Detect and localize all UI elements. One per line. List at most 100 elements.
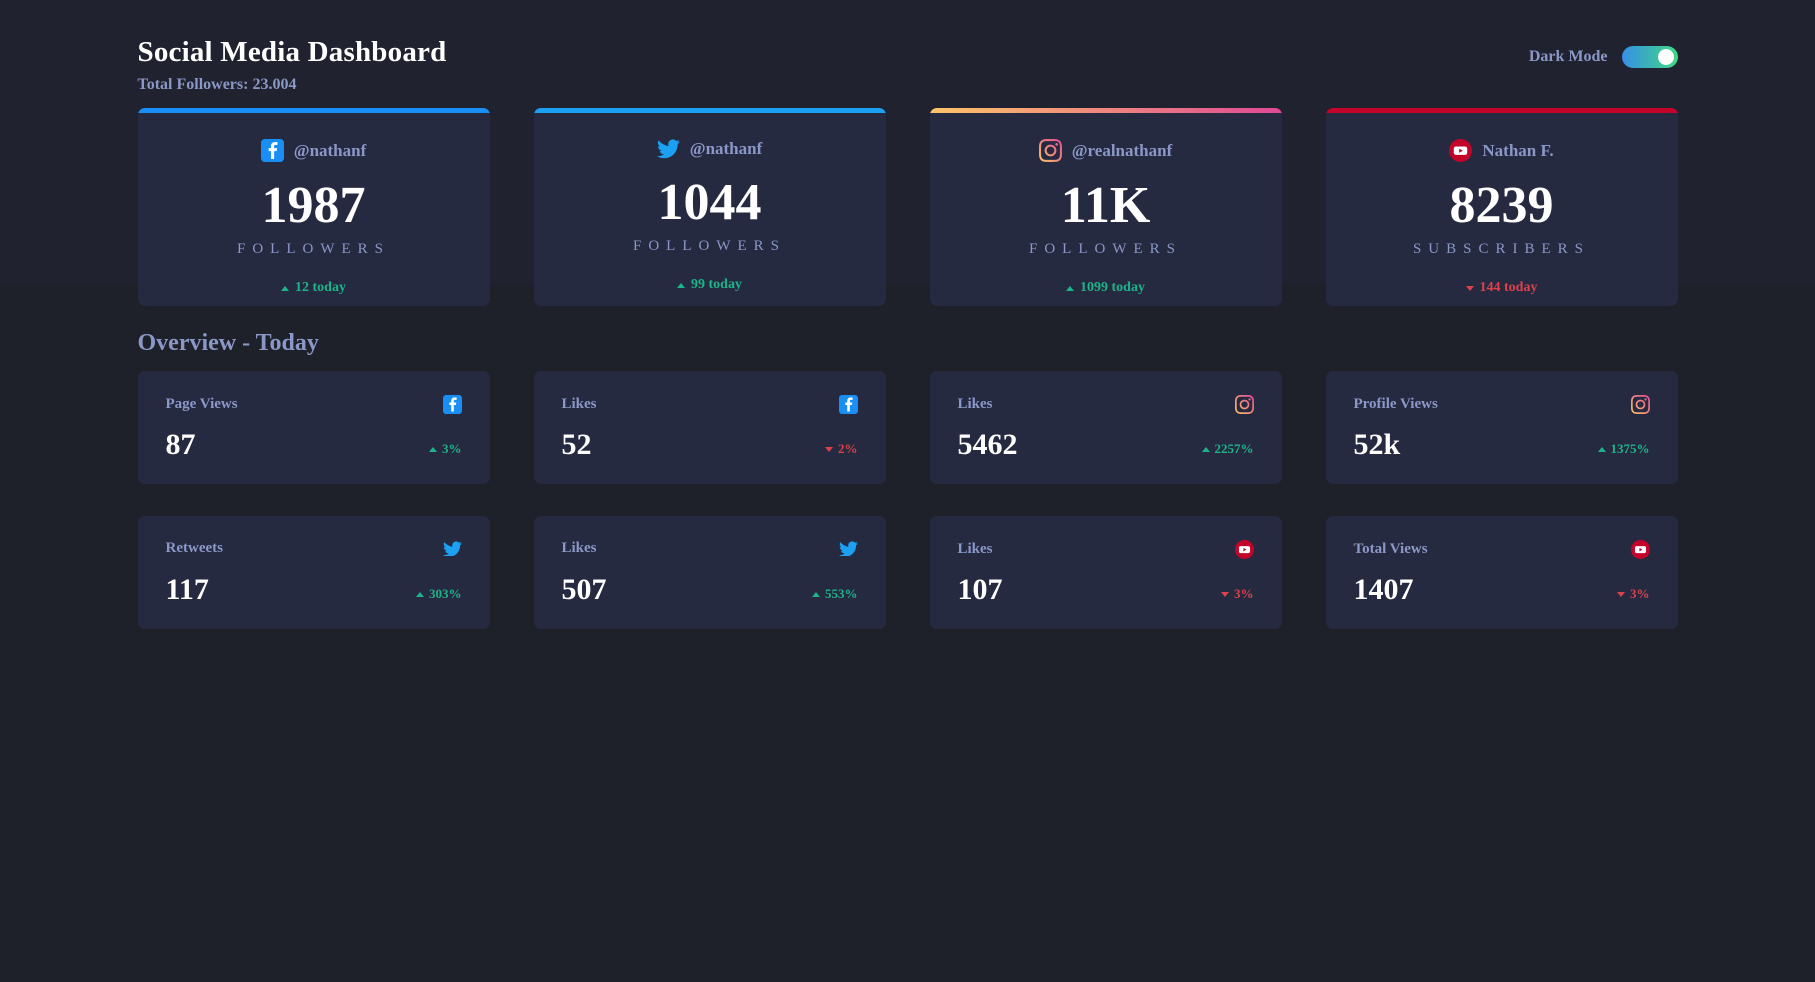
metric-value: 52k <box>1353 428 1401 461</box>
follower-count-label: SUBSCRIBERS <box>1412 241 1591 257</box>
change-text: 553% <box>825 586 858 601</box>
change-arrow-icon <box>677 282 686 288</box>
metric-change: 303% <box>416 586 462 605</box>
change-arrow-icon <box>812 591 820 597</box>
follower-card-instagram: @realnathanf 11K FOLLOWERS 1099 today <box>929 108 1282 306</box>
overview-card-facebook-1: Likes 52 2% <box>533 371 886 484</box>
metric-change: 2257% <box>1201 441 1254 460</box>
overview-card-top: Page Views <box>166 395 462 414</box>
account-handle: @nathanf <box>689 139 763 158</box>
metric-value: 507 <box>561 573 607 606</box>
metric-change: 1375% <box>1597 441 1650 460</box>
overview-card-bottom: 507 553% <box>562 575 858 605</box>
overview-card-top: Retweets <box>166 540 462 557</box>
account-handle: @realnathanf <box>1071 140 1173 160</box>
follower-count-label: FOLLOWERS <box>237 241 390 257</box>
overview-card-top: Likes <box>562 395 858 414</box>
follower-count: 1044 <box>657 174 762 231</box>
overview-card-top: Total Views <box>1354 540 1650 559</box>
account-handle: @nathanf <box>293 140 367 160</box>
change-arrow-icon <box>1597 446 1606 452</box>
instagram-icon <box>1038 139 1062 162</box>
account-handle-row: @nathanf <box>534 139 886 159</box>
metric-value: 1407 <box>1353 573 1414 606</box>
overview-card-youtube-6: Likes 107 3% <box>929 516 1282 629</box>
overview-card-instagram-3: Profile Views 52k 1375% <box>1325 371 1678 484</box>
follower-count: 11K <box>1060 177 1151 234</box>
metric-change: 3% <box>1221 586 1254 605</box>
change-arrow-icon <box>1201 446 1210 452</box>
follower-card-facebook: @nathanf 1987 FOLLOWERS 12 today <box>137 108 490 306</box>
account-handle-row: Nathan F. <box>1326 139 1678 162</box>
follower-count-label: FOLLOWERS <box>633 238 786 254</box>
youtube-icon <box>1234 540 1254 559</box>
overview-card-instagram-2: Likes 5462 2257% <box>929 371 1282 484</box>
metric-change: 553% <box>812 586 858 605</box>
metric-change: 2% <box>825 441 858 460</box>
metric-value: 87 <box>165 428 196 461</box>
metric-value: 117 <box>165 573 209 606</box>
platform-accent-bar <box>533 108 886 113</box>
metric-label: Likes <box>957 396 993 412</box>
overview-cards-section: Page Views 87 3% Likes 52 2% <box>137 371 1678 629</box>
dashboard-container: Social Media Dashboard Total Followers: … <box>137 0 1678 629</box>
metric-label: Likes <box>561 540 597 556</box>
metric-label: Page Views <box>165 396 238 412</box>
change-text: 12 today <box>295 280 346 295</box>
header: Social Media Dashboard Total Followers: … <box>138 36 1678 94</box>
total-followers-subtitle: Total Followers: 23.004 <box>137 76 297 93</box>
overview-card-bottom: 52 2% <box>562 430 858 460</box>
daily-change: 99 today <box>534 277 886 293</box>
youtube-icon <box>1630 540 1650 559</box>
change-arrow-icon <box>429 446 437 452</box>
metric-label: Profile Views <box>1353 396 1438 412</box>
overview-card-top: Likes <box>958 395 1254 414</box>
overview-card-bottom: 117 303% <box>166 575 462 605</box>
overview-card-facebook-0: Page Views 87 3% <box>137 371 490 484</box>
overview-card-bottom: 87 3% <box>166 430 462 460</box>
follower-card-twitter: @nathanf 1044 FOLLOWERS 99 today <box>533 108 886 306</box>
metric-label: Likes <box>561 396 597 412</box>
overview-card-bottom: 5462 2257% <box>958 430 1254 460</box>
follower-card-youtube: Nathan F. 8239 SUBSCRIBERS 144 today <box>1325 108 1678 306</box>
account-handle: Nathan F. <box>1482 140 1554 160</box>
overview-card-top: Profile Views <box>1354 395 1650 414</box>
overview-card-bottom: 107 3% <box>958 575 1254 605</box>
metric-label: Total Views <box>1353 541 1428 557</box>
change-arrow-icon <box>1066 285 1075 291</box>
metric-value: 5462 <box>957 428 1018 461</box>
metric-change: 3% <box>429 441 462 460</box>
change-arrow-icon <box>825 446 833 452</box>
follower-count: 8239 <box>1449 177 1554 234</box>
change-text: 303% <box>429 586 462 601</box>
follower-cards-section: @nathanf 1987 FOLLOWERS 12 today @nathan… <box>137 108 1678 306</box>
instagram-icon <box>1630 395 1650 414</box>
instagram-icon <box>1234 395 1254 414</box>
overview-card-top: Likes <box>958 540 1254 559</box>
change-text: 144 today <box>1479 280 1538 295</box>
change-text: 1375% <box>1610 441 1650 456</box>
overview-heading: Overview - Today <box>137 330 319 356</box>
overview-card-bottom: 52k 1375% <box>1354 430 1650 460</box>
platform-accent-bar <box>137 108 490 113</box>
overview-card-twitter-4: Retweets 117 303% <box>137 516 490 629</box>
change-arrow-icon <box>1617 591 1625 597</box>
dark-mode-toggle[interactable] <box>1621 46 1678 68</box>
twitter-icon <box>838 540 858 557</box>
follower-count: 1987 <box>261 177 366 234</box>
overview-card-twitter-5: Likes 507 553% <box>533 516 886 629</box>
change-text: 3% <box>1234 586 1254 601</box>
daily-change: 12 today <box>138 280 490 296</box>
daily-change: 1099 today <box>930 280 1282 296</box>
account-handle-row: @nathanf <box>138 139 490 162</box>
page-title: Social Media Dashboard <box>137 36 447 68</box>
change-arrow-icon <box>416 591 424 597</box>
change-text: 2% <box>838 441 858 456</box>
change-text: 3% <box>442 441 462 456</box>
twitter-icon <box>442 540 462 557</box>
metric-label: Likes <box>957 541 993 557</box>
header-left: Social Media Dashboard Total Followers: … <box>138 36 447 94</box>
account-handle-row: @realnathanf <box>930 139 1282 162</box>
change-text: 3% <box>1630 586 1650 601</box>
platform-accent-bar <box>1325 108 1678 113</box>
